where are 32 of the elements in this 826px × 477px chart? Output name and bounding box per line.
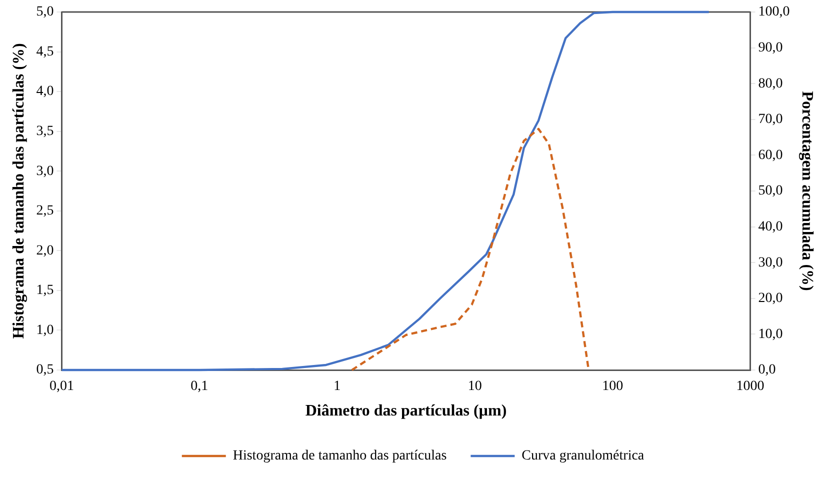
y2-tick-label: 100,0 — [758, 4, 790, 20]
y2-tick-label: 80,0 — [758, 76, 783, 92]
y-tick-label: 5,0 — [36, 4, 54, 20]
y2-tick-label: 50,0 — [758, 184, 783, 199]
x-tick-label: 0,1 — [190, 379, 208, 394]
y-tick-label: 2,5 — [36, 204, 54, 219]
y-axis-title: Histograma de tamanho das partículas (%) — [10, 43, 28, 339]
y2-tick-label: 10,0 — [758, 326, 783, 342]
y2-tick-label: 90,0 — [758, 40, 783, 56]
y-tick-label: 3,0 — [36, 164, 54, 179]
legend-label: Curva granulométrica — [522, 448, 645, 464]
y2-tick-label: 20,0 — [758, 291, 783, 306]
legend-label: Histograma de tamanho das partículas — [232, 448, 447, 464]
y-tick-label: 0,5 — [36, 362, 54, 378]
y-tick-label: 1,0 — [36, 322, 54, 338]
y2-tick-label: 40,0 — [758, 219, 783, 234]
y-tick-label: 2,0 — [36, 243, 54, 258]
x-tick-label: 10 — [468, 379, 482, 394]
y2-axis-title: Porcentagem acumulada (%) — [798, 91, 816, 291]
x-tick-label: 100 — [602, 379, 624, 394]
y2-tick-label: 30,0 — [758, 255, 783, 270]
y2-tick-label: 70,0 — [758, 112, 783, 128]
x-tick-label: 0,01 — [49, 379, 74, 394]
y2-tick-label: 0,0 — [758, 362, 776, 378]
y-tick-label: 4,5 — [36, 44, 54, 60]
x-axis-title: Diâmetro das partículas (µm) — [305, 402, 507, 420]
y2-tick-label: 60,0 — [758, 148, 783, 163]
x-tick-label: 1000 — [736, 379, 764, 394]
y-tick-label: 4,0 — [36, 84, 54, 100]
y-tick-label: 3,5 — [36, 124, 54, 140]
x-tick-label: 1 — [334, 379, 341, 394]
y-tick-label: 1,5 — [36, 283, 54, 298]
